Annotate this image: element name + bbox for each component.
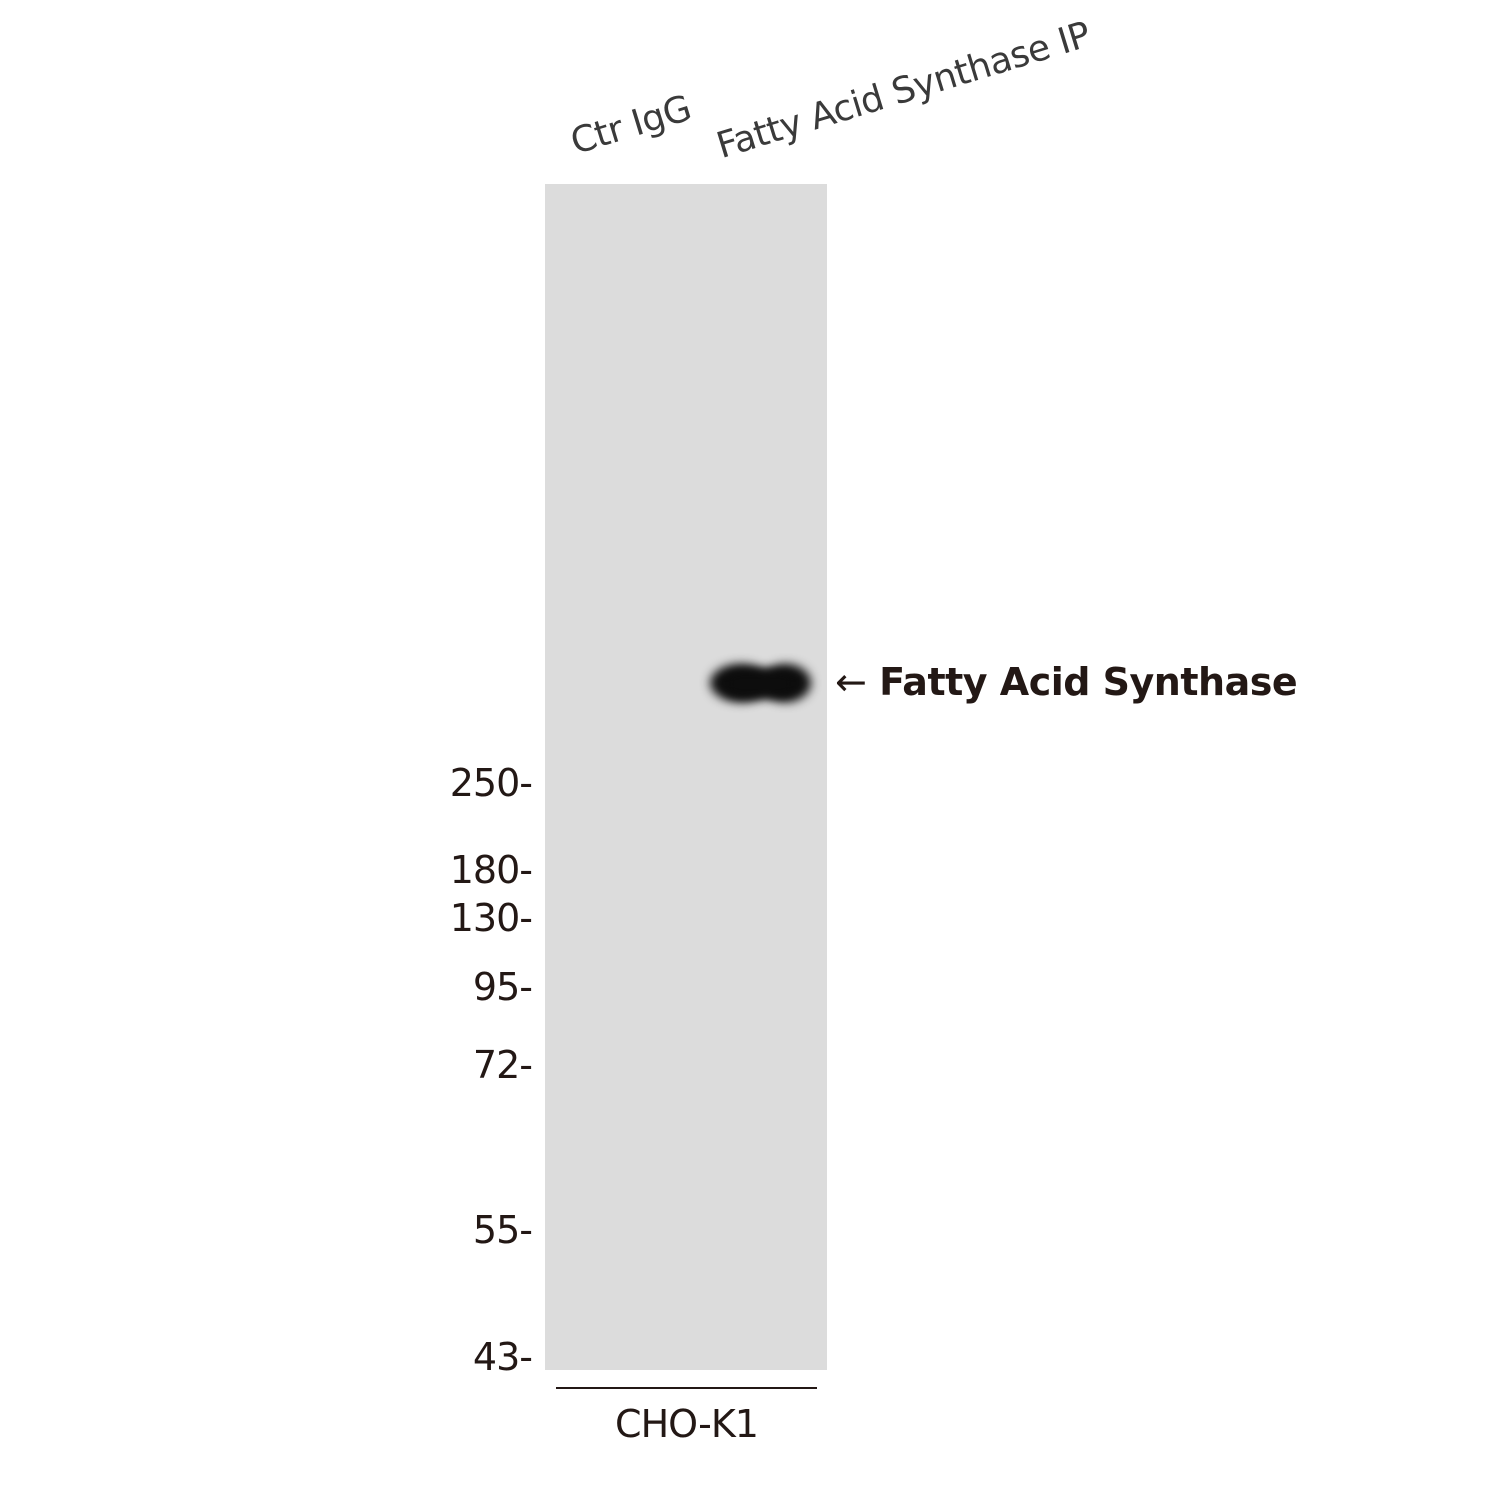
mw-marker-250: 250- [449,761,533,805]
blot-membrane [545,184,827,1370]
target-band-label: ← Fatty Acid Synthase [835,660,1298,704]
lane-label-fasn-ip: Fatty Acid Synthase IP [712,14,1096,168]
mw-marker-55: 55- [472,1208,533,1252]
mw-marker-43: 43- [472,1335,533,1379]
left-arrow-icon: ← [835,660,867,704]
protein-band-core [725,670,795,698]
target-protein-name: Fatty Acid Synthase [879,660,1298,704]
mw-marker-95: 95- [472,965,533,1009]
mw-marker-130: 130- [449,896,533,940]
sample-label: CHO-K1 [615,1402,759,1446]
sample-divider-line [556,1387,817,1389]
lane-label-ctr-igg: Ctr IgG [566,87,696,163]
mw-marker-72: 72- [472,1043,533,1087]
mw-marker-180: 180- [449,848,533,892]
